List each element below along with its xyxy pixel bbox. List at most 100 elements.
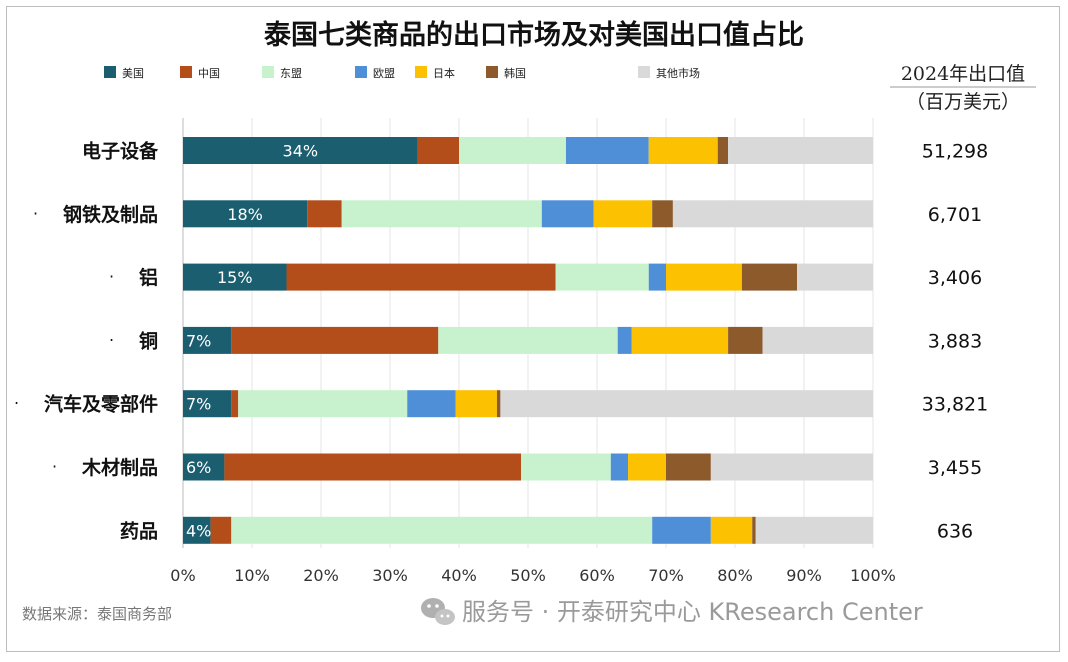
bar-segment-4-4 — [455, 390, 497, 418]
bar-segment-1-0 — [183, 200, 308, 228]
x-tick-label-5: 50% — [510, 566, 546, 585]
bar-data-label-2: 15% — [217, 268, 253, 287]
bar-segment-3-6 — [762, 326, 873, 354]
legend-label-6: 其他市场 — [656, 66, 700, 80]
legend-swatch-4 — [415, 66, 427, 78]
bar-data-label-4: 7% — [186, 395, 211, 414]
wechat-icon — [421, 598, 455, 625]
legend-swatch-2 — [262, 66, 274, 78]
bar-data-label-1: 18% — [227, 205, 263, 224]
category-bullet-4: · — [14, 394, 19, 413]
bar-segment-6-4 — [710, 516, 753, 544]
legend-label-1: 中国 — [198, 67, 220, 80]
bar-segment-1-5 — [652, 200, 673, 228]
category-label-2: 铝 — [139, 266, 158, 289]
export-value-1: 6,701 — [928, 204, 982, 226]
side-header-line2: （百万美元） — [906, 91, 1020, 113]
bar-segment-5-0 — [183, 453, 225, 481]
x-tick-label-9: 90% — [786, 566, 822, 585]
bar-segment-1-2 — [341, 200, 542, 228]
export-value-2: 3,406 — [928, 267, 982, 289]
bar-segment-4-2 — [238, 390, 408, 418]
export-value-6: 636 — [937, 520, 973, 542]
bar-segment-5-6 — [710, 453, 873, 481]
export-value-3: 3,883 — [928, 330, 982, 352]
legend-swatch-3 — [355, 66, 367, 78]
bar-segment-4-3 — [407, 390, 456, 418]
legend-swatch-6 — [638, 66, 650, 78]
x-tick-label-4: 40% — [441, 566, 477, 585]
chart-title: 泰国七类商品的出口市场及对美国出口值占比 — [264, 19, 804, 51]
watermark-text: 服务号 · 开泰研究中心 KResearch Center — [462, 598, 923, 626]
x-tick-label-8: 80% — [717, 566, 753, 585]
export-values: 51,298 6,701 3,406 3,883 33,821 3,455 636 — [922, 141, 988, 543]
bar-segment-2-4 — [666, 263, 742, 291]
legend-label-0: 美国 — [122, 67, 144, 80]
bar-segment-0-1 — [417, 137, 459, 164]
bar-segment-3-1 — [231, 326, 439, 354]
bar-segment-5-4 — [628, 453, 666, 481]
export-value-5: 3,455 — [928, 457, 982, 479]
bar-segment-0-4 — [648, 137, 718, 164]
bar-segment-5-1 — [224, 453, 522, 481]
category-label-0: 电子设备 — [82, 140, 159, 163]
category-bullet-1: · — [33, 204, 38, 223]
x-tick-label-3: 30% — [372, 566, 408, 585]
category-label-4: 汽车及零部件 — [44, 393, 158, 416]
x-tick-label-0: 0% — [170, 566, 195, 585]
bar-segment-3-2 — [438, 326, 618, 354]
bar-segment-0-2 — [459, 137, 566, 164]
bar-segment-6-3 — [652, 516, 711, 544]
bar-segment-4-6 — [500, 390, 873, 418]
legend-label-2: 东盟 — [280, 67, 302, 80]
export-value-4: 33,821 — [922, 394, 988, 416]
bar-segment-2-6 — [797, 263, 873, 291]
bar-segment-3-0 — [183, 326, 232, 354]
legend-label-5: 韩国 — [504, 66, 526, 80]
bar-segment-6-1 — [210, 516, 232, 544]
x-tick-label-6: 60% — [579, 566, 615, 585]
legend-swatch-0 — [104, 66, 116, 78]
bar-segment-0-3 — [565, 137, 649, 164]
bar-segment-2-5 — [741, 263, 798, 291]
x-tick-label-2: 20% — [303, 566, 339, 585]
bar-segment-4-5 — [496, 390, 501, 418]
bars: 34% 18% 15% 7% 7% 6% 4% — [183, 137, 873, 544]
legend-swatch-5 — [486, 66, 498, 78]
bar-segment-6-2 — [231, 516, 653, 544]
source-note: 数据来源：泰国商务部 — [22, 605, 172, 623]
bar-segment-6-5 — [752, 516, 756, 544]
category-label-6: 药品 — [120, 519, 158, 542]
bar-segment-3-5 — [728, 326, 763, 354]
bar-segment-1-4 — [593, 200, 653, 228]
watermark: 服务号 · 开泰研究中心 KResearch Center — [421, 598, 923, 626]
x-axis-ticks: 0% 10% 20% 30% 40% 50% 60% 70% 80% 90% 100% — [170, 566, 896, 585]
category-label-3: 铜 — [139, 329, 158, 352]
bar-segment-5-5 — [666, 453, 711, 481]
bar-data-label-3: 7% — [186, 331, 211, 350]
bar-data-label-0: 34% — [283, 142, 319, 161]
bar-segment-1-1 — [307, 200, 342, 228]
legend-label-4: 日本 — [433, 66, 455, 80]
category-label-1: 钢铁及制品 — [63, 203, 158, 226]
bar-segment-1-6 — [672, 200, 873, 228]
bar-segment-2-0 — [183, 263, 287, 291]
bar-segment-1-3 — [541, 200, 594, 228]
bar-segment-0-6 — [728, 137, 873, 164]
x-tick-label-1: 10% — [234, 566, 270, 585]
bar-segment-6-0 — [183, 516, 211, 544]
x-tick-label-10: 100% — [850, 566, 896, 585]
bar-segment-5-2 — [521, 453, 611, 481]
bar-segment-0-0 — [183, 137, 418, 164]
bar-segment-2-1 — [286, 263, 556, 291]
category-bullet-5: · — [52, 457, 57, 476]
category-label-5: 木材制品 — [81, 456, 158, 479]
category-bullet-3: · — [109, 330, 114, 349]
bar-segment-3-4 — [631, 326, 729, 354]
legend-swatch-1 — [180, 66, 192, 78]
legend: 美国 中国 东盟 欧盟 日本 韩国 其他市场 — [104, 66, 700, 80]
side-header-line1: 2024年出口值 — [901, 63, 1025, 85]
bar-segment-2-3 — [648, 263, 666, 291]
category-bullet-2: · — [109, 267, 114, 286]
